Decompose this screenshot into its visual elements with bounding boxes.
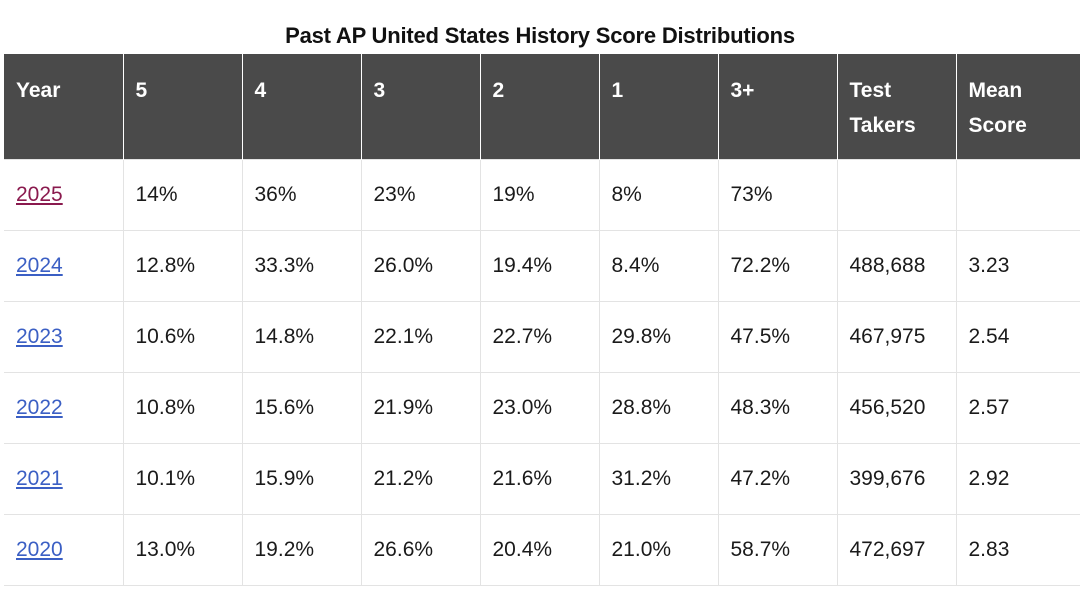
- score-distribution-table: Year 5 4 3 2 1 3+ Test Takers Mean Score…: [4, 54, 1080, 586]
- cell-test-takers: [836, 159, 957, 231]
- cell-score-4: 15.6%: [241, 372, 362, 444]
- cell-score-2: 20.4%: [479, 514, 600, 586]
- cell-score-3: 23%: [360, 159, 481, 231]
- cell-score-3: 21.9%: [360, 372, 481, 444]
- cell-score-1: 28.8%: [598, 372, 719, 444]
- table-title: Past AP United States History Score Dist…: [285, 23, 795, 48]
- year-cell: 2025: [4, 159, 124, 231]
- header-test-takers: Test Takers: [836, 54, 956, 160]
- table-row: 2022 10.8% 15.6% 21.9% 23.0% 28.8% 48.3%…: [4, 372, 1080, 444]
- year-cell: 2020: [4, 514, 124, 586]
- cell-score-5: 14%: [122, 159, 243, 231]
- table-row: 2020 13.0% 19.2% 26.6% 20.4% 21.0% 58.7%…: [4, 514, 1080, 586]
- header-score-2: 2: [479, 54, 599, 160]
- header-row: Year 5 4 3 2 1 3+ Test Takers Mean Score: [4, 54, 1080, 160]
- cell-score-3-plus: 47.2%: [717, 443, 838, 515]
- cell-test-takers: 456,520: [836, 372, 957, 444]
- cell-score-1: 8%: [598, 159, 719, 231]
- year-cell: 2024: [4, 230, 124, 302]
- cell-score-2: 22.7%: [479, 301, 600, 373]
- cell-mean-score: [955, 159, 1080, 231]
- cell-test-takers: 472,697: [836, 514, 957, 586]
- table-row: 2024 12.8% 33.3% 26.0% 19.4% 8.4% 72.2% …: [4, 230, 1080, 302]
- cell-score-2: 23.0%: [479, 372, 600, 444]
- header-year: Year: [4, 54, 123, 160]
- cell-test-takers: 467,975: [836, 301, 957, 373]
- cell-score-2: 19.4%: [479, 230, 600, 302]
- cell-mean-score: 2.83: [955, 514, 1080, 586]
- cell-score-3: 26.0%: [360, 230, 481, 302]
- year-link-2025[interactable]: 2025: [16, 183, 63, 206]
- cell-score-1: 8.4%: [598, 230, 719, 302]
- cell-score-4: 14.8%: [241, 301, 362, 373]
- year-link-2020[interactable]: 2020: [16, 538, 63, 561]
- cell-score-3-plus: 72.2%: [717, 230, 838, 302]
- header-score-3: 3: [360, 54, 480, 160]
- cell-score-3: 22.1%: [360, 301, 481, 373]
- cell-score-2: 21.6%: [479, 443, 600, 515]
- header-mean-score: Mean Score: [955, 54, 1080, 160]
- cell-score-3-plus: 58.7%: [717, 514, 838, 586]
- cell-score-4: 33.3%: [241, 230, 362, 302]
- cell-score-3-plus: 73%: [717, 159, 838, 231]
- cell-mean-score: 2.92: [955, 443, 1080, 515]
- cell-score-5: 12.8%: [122, 230, 243, 302]
- table-row: 2023 10.6% 14.8% 22.1% 22.7% 29.8% 47.5%…: [4, 301, 1080, 373]
- cell-score-4: 15.9%: [241, 443, 362, 515]
- header-score-4: 4: [241, 54, 361, 160]
- year-link-2024[interactable]: 2024: [16, 254, 63, 277]
- year-link-2021[interactable]: 2021: [16, 467, 63, 490]
- cell-score-3-plus: 48.3%: [717, 372, 838, 444]
- cell-score-5: 10.1%: [122, 443, 243, 515]
- cell-score-2: 19%: [479, 159, 600, 231]
- table-row: 2021 10.1% 15.9% 21.2% 21.6% 31.2% 47.2%…: [4, 443, 1080, 515]
- cell-score-4: 19.2%: [241, 514, 362, 586]
- year-link-2022[interactable]: 2022: [16, 396, 63, 419]
- cell-test-takers: 488,688: [836, 230, 957, 302]
- cell-test-takers: 399,676: [836, 443, 957, 515]
- cell-mean-score: 2.54: [955, 301, 1080, 373]
- cell-score-5: 10.6%: [122, 301, 243, 373]
- cell-mean-score: 3.23: [955, 230, 1080, 302]
- year-link-2023[interactable]: 2023: [16, 325, 63, 348]
- year-cell: 2022: [4, 372, 124, 444]
- header-score-1: 1: [598, 54, 718, 160]
- cell-score-4: 36%: [241, 159, 362, 231]
- cell-score-5: 10.8%: [122, 372, 243, 444]
- cell-score-1: 31.2%: [598, 443, 719, 515]
- cell-score-3: 21.2%: [360, 443, 481, 515]
- table-row: 2025 14% 36% 23% 19% 8% 73%: [4, 159, 1080, 231]
- cell-score-5: 13.0%: [122, 514, 243, 586]
- year-cell: 2021: [4, 443, 124, 515]
- header-score-3-plus: 3+: [717, 54, 837, 160]
- year-cell: 2023: [4, 301, 124, 373]
- cell-mean-score: 2.57: [955, 372, 1080, 444]
- cell-score-3-plus: 47.5%: [717, 301, 838, 373]
- cell-score-3: 26.6%: [360, 514, 481, 586]
- cell-score-1: 21.0%: [598, 514, 719, 586]
- header-score-5: 5: [122, 54, 242, 160]
- cell-score-1: 29.8%: [598, 301, 719, 373]
